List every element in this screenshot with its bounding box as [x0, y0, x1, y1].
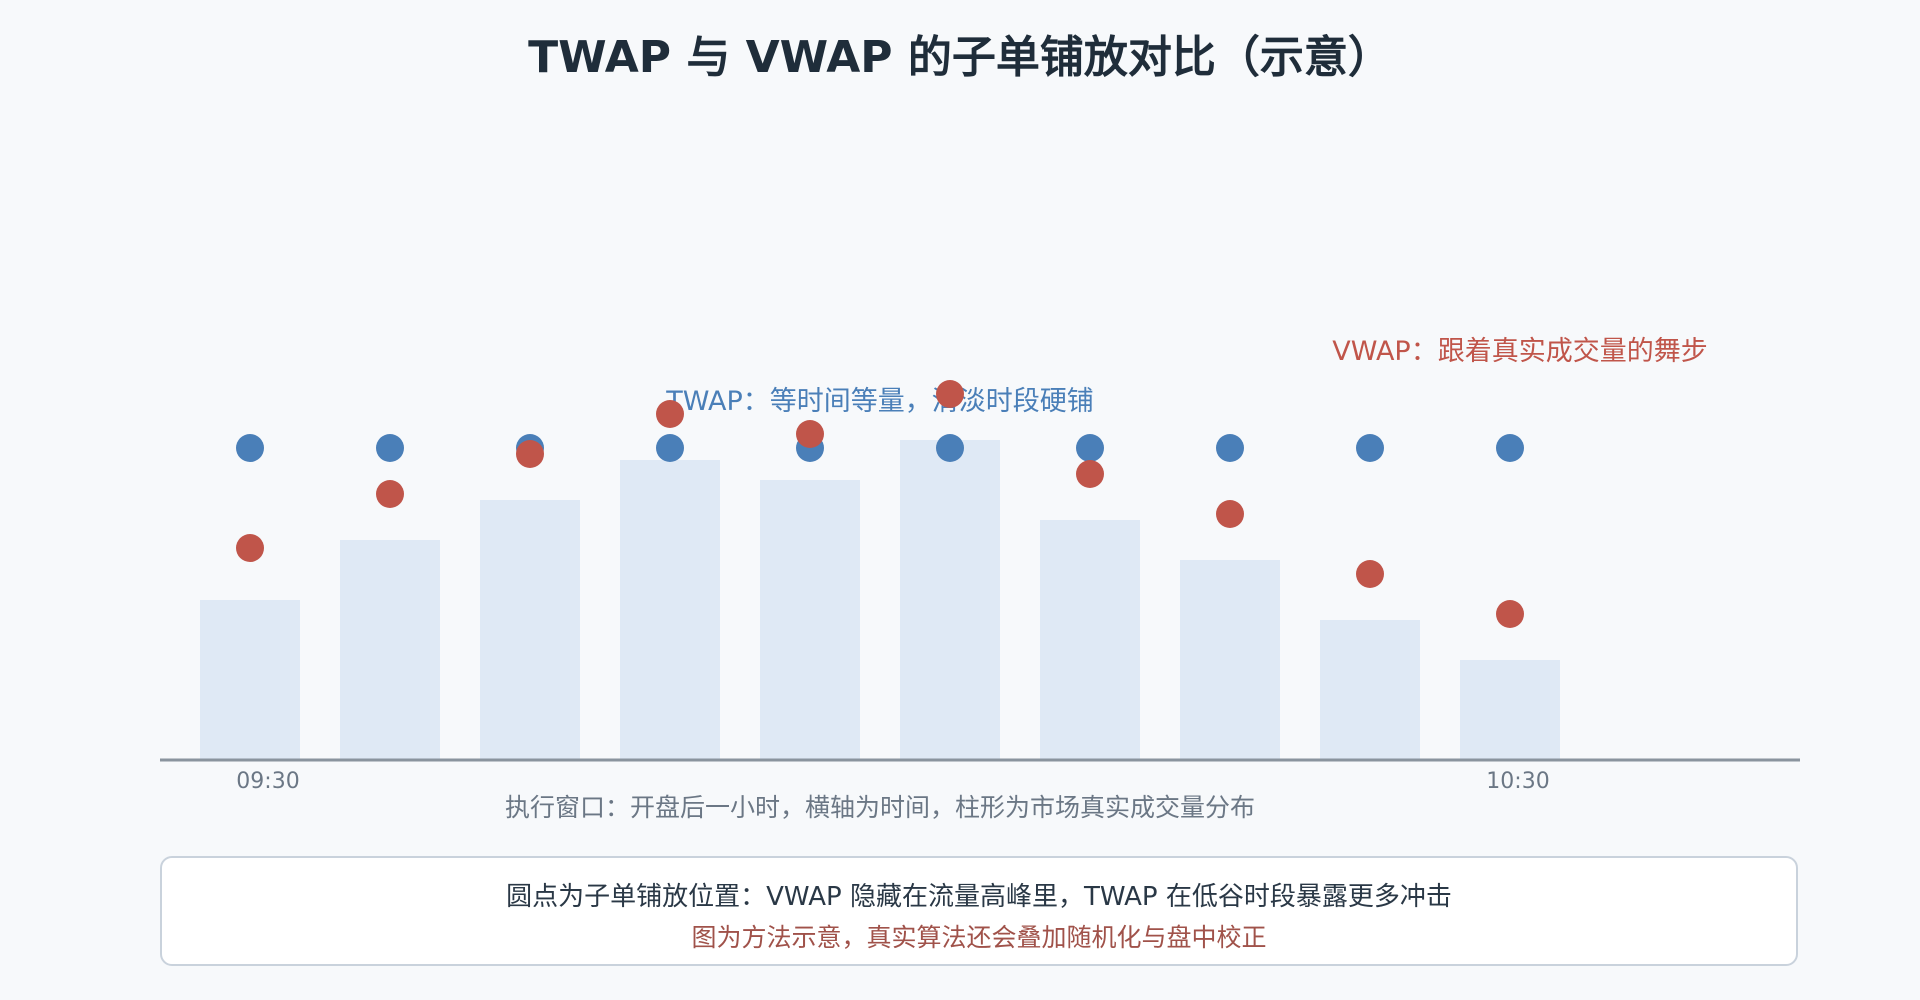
vwap-annotation: VWAP：跟着真实成交量的舞步 — [1332, 336, 1707, 367]
note-primary: 圆点为子单铺放位置：VWAP 隐藏在流量高峰里，TWAP 在低谷时段暴露更多冲击 — [506, 882, 1452, 912]
twap-point-10 — [1496, 434, 1524, 462]
volume-bar-1 — [200, 600, 300, 760]
volume-bar-5 — [760, 480, 860, 760]
x-axis-label: 执行窗口：开盘后一小时，横轴为时间，柱形为市场真实成交量分布 — [505, 793, 1255, 822]
vwap-point-7 — [1076, 460, 1104, 488]
volume-bar-8 — [1180, 560, 1280, 760]
vwap-point-2 — [376, 480, 404, 508]
vwap-point-4 — [656, 400, 684, 428]
volume-bar-3 — [480, 500, 580, 760]
volume-bar-2 — [340, 540, 440, 760]
bars-layer — [200, 440, 1560, 760]
vwap-point-5 — [796, 420, 824, 448]
volume-bar-4 — [620, 460, 720, 760]
volume-bar-6 — [900, 440, 1000, 760]
vwap-point-10 — [1496, 600, 1524, 628]
volume-bar-10 — [1460, 660, 1560, 760]
vwap-point-9 — [1356, 560, 1384, 588]
volume-bar-7 — [1040, 520, 1140, 760]
twap-annotation: TWAP：等时间等量，清淡时段硬铺 — [665, 386, 1093, 417]
note-box: 圆点为子单铺放位置：VWAP 隐藏在流量高峰里，TWAP 在低谷时段暴露更多冲击… — [160, 856, 1798, 966]
twap-point-2 — [376, 434, 404, 462]
chart-title: TWAP 与 VWAP 的子单铺放对比（示意） — [528, 32, 1392, 83]
vwap-point-6 — [936, 380, 964, 408]
volume-bar-9 — [1320, 620, 1420, 760]
note-secondary: 图为方法示意，真实算法还会叠加随机化与盘中校正 — [691, 923, 1267, 952]
twap-point-8 — [1216, 434, 1244, 462]
twap-point-9 — [1356, 434, 1384, 462]
vwap-point-8 — [1216, 500, 1244, 528]
tick-label-end: 10:30 — [1486, 769, 1549, 794]
twap-point-6 — [936, 434, 964, 462]
tick-label-start: 09:30 — [236, 769, 299, 794]
vwap-point-1 — [236, 534, 264, 562]
twap-points-layer — [236, 434, 1524, 462]
twap-point-1 — [236, 434, 264, 462]
vwap-points-layer — [236, 380, 1524, 628]
twap-point-7 — [1076, 434, 1104, 462]
vwap-point-3 — [516, 440, 544, 468]
twap-point-4 — [656, 434, 684, 462]
